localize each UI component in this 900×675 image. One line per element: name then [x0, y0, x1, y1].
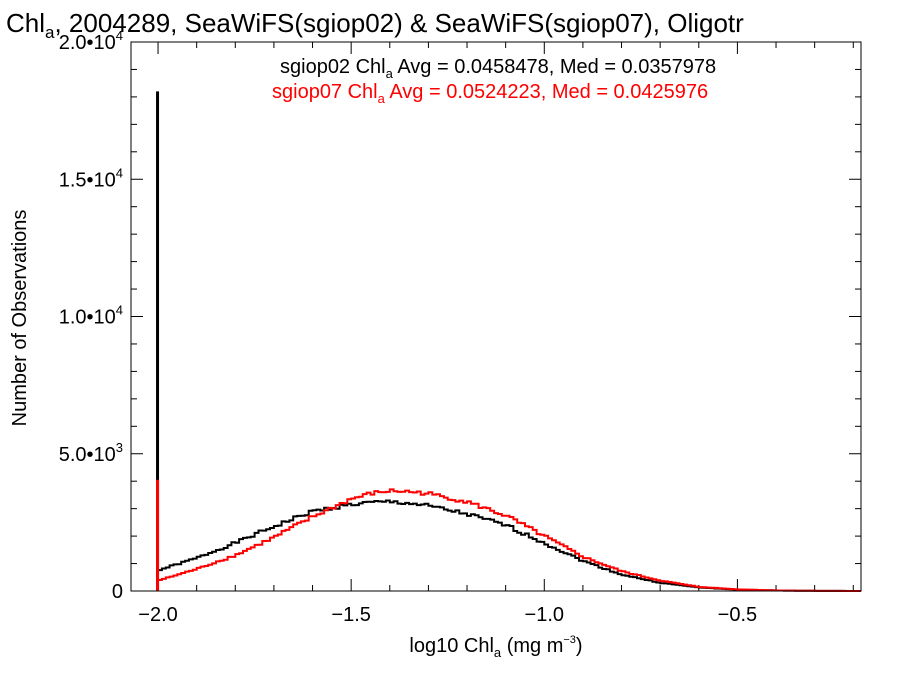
series-line-sgiop07 — [157, 488, 861, 592]
y-tick-label: 0 — [112, 581, 123, 603]
x-tick-label: −2.0 — [138, 604, 177, 626]
legend-entry-sgiop07: sgiop07 Chla Avg = 0.0524223, Med = 0.04… — [272, 81, 708, 106]
legend-entry-sgiop02: sgiop02 Chla Avg = 0.0458478, Med = 0.03… — [280, 56, 716, 81]
series-spike-sgiop07 — [156, 479, 160, 591]
chart-title: Chla, 2004289, SeaWiFS(sgiop02) & SeaWiF… — [6, 8, 744, 42]
y-tick-label: 2.0•104 — [59, 28, 123, 54]
x-tick-label: −1.5 — [331, 604, 370, 626]
y-tick-label: 1.5•104 — [59, 165, 123, 191]
series-spike-sgiop02 — [156, 91, 160, 591]
plot-frame — [130, 41, 862, 592]
y-tick-label: 5.0•103 — [59, 440, 123, 466]
y-tick-label: 1.0•104 — [59, 303, 123, 329]
x-tick-label: −0.5 — [718, 604, 757, 626]
x-axis-label: log10 Chla (mg m−3) — [409, 634, 582, 660]
y-axis-label: Number of Observations — [9, 210, 31, 427]
x-tick-label: −1.0 — [525, 604, 564, 626]
ticks-layer: −2.0 −1.5 −1.0 −0.5 0 5.0•103 1.0•104 1.5•104 2.… — [59, 28, 861, 626]
series-layer — [156, 91, 861, 592]
